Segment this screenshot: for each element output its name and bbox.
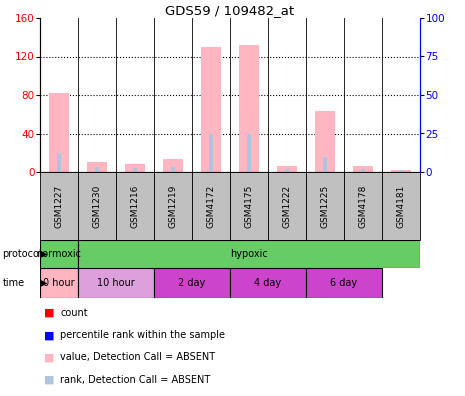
Text: ▶: ▶: [40, 249, 47, 259]
Text: protocol: protocol: [2, 249, 42, 259]
Bar: [323, 156, 327, 172]
Text: 4 day: 4 day: [254, 278, 282, 288]
Bar: [171, 167, 175, 172]
Bar: [40, 172, 78, 240]
Bar: [246, 133, 252, 172]
Bar: [230, 172, 268, 240]
Bar: [192, 172, 230, 240]
Text: ■: ■: [44, 330, 55, 340]
Bar: [391, 170, 412, 172]
Text: GSM4175: GSM4175: [245, 184, 253, 228]
Bar: [40, 268, 78, 298]
Text: GSM4181: GSM4181: [397, 184, 405, 228]
Text: GSM1225: GSM1225: [320, 185, 330, 228]
Text: 2 day: 2 day: [179, 278, 206, 288]
Text: GSM1219: GSM1219: [168, 184, 178, 228]
Text: rank, Detection Call = ABSENT: rank, Detection Call = ABSENT: [60, 375, 211, 385]
Text: percentile rank within the sample: percentile rank within the sample: [60, 330, 226, 340]
Text: hypoxic: hypoxic: [230, 249, 268, 259]
Text: GSM4172: GSM4172: [206, 185, 215, 228]
Text: ▶: ▶: [40, 278, 47, 288]
Bar: [314, 111, 335, 172]
Text: ■: ■: [44, 352, 55, 362]
Text: 10 hour: 10 hour: [97, 278, 135, 288]
Bar: [133, 168, 138, 172]
Bar: [78, 268, 154, 298]
Text: GSM1230: GSM1230: [93, 184, 101, 228]
Text: ■: ■: [44, 375, 55, 385]
Text: ■: ■: [44, 308, 55, 318]
Bar: [306, 172, 344, 240]
Bar: [163, 158, 184, 172]
Bar: [344, 172, 382, 240]
Bar: [268, 172, 306, 240]
Bar: [230, 268, 306, 298]
Bar: [78, 172, 116, 240]
Bar: [57, 153, 61, 172]
Text: time: time: [2, 278, 25, 288]
Bar: [86, 162, 107, 172]
Bar: [48, 93, 69, 172]
Bar: [116, 172, 154, 240]
Text: GSM4178: GSM4178: [359, 184, 367, 228]
Bar: [306, 268, 382, 298]
Bar: [277, 166, 298, 172]
Bar: [94, 167, 100, 172]
Title: GDS59 / 109482_at: GDS59 / 109482_at: [166, 4, 294, 17]
Bar: [382, 172, 420, 240]
Text: normoxic: normoxic: [36, 249, 81, 259]
Text: GSM1227: GSM1227: [54, 185, 64, 228]
Bar: [40, 240, 78, 268]
Bar: [200, 47, 221, 172]
Bar: [352, 166, 373, 172]
Bar: [208, 133, 213, 172]
Text: GSM1222: GSM1222: [283, 185, 292, 228]
Text: 6 day: 6 day: [331, 278, 358, 288]
Text: count: count: [60, 308, 88, 318]
Bar: [239, 45, 259, 172]
Bar: [285, 169, 290, 172]
Bar: [399, 170, 404, 172]
Bar: [154, 172, 192, 240]
Bar: [154, 268, 230, 298]
Bar: [125, 164, 146, 172]
Text: GSM1216: GSM1216: [131, 184, 140, 228]
Text: 0 hour: 0 hour: [43, 278, 75, 288]
Text: value, Detection Call = ABSENT: value, Detection Call = ABSENT: [60, 352, 216, 362]
Bar: [360, 169, 365, 172]
